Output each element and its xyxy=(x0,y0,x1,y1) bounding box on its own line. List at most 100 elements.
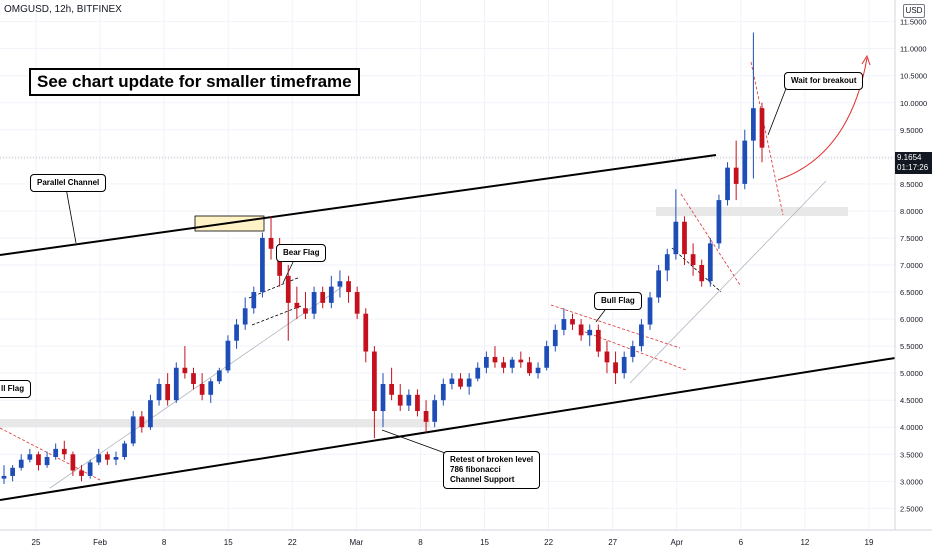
candle-body xyxy=(389,383,394,395)
candle xyxy=(595,324,601,357)
candle xyxy=(294,286,300,320)
candle-body xyxy=(587,329,593,336)
x-tick-label: 6 xyxy=(739,538,744,547)
candle-body xyxy=(673,221,679,255)
candle-body xyxy=(415,394,420,412)
x-tick-label: 19 xyxy=(865,538,874,547)
candle-body xyxy=(113,456,119,460)
candle xyxy=(733,140,739,201)
candle-body xyxy=(647,297,653,325)
candle xyxy=(191,367,196,390)
candle xyxy=(251,286,257,314)
candle xyxy=(690,243,696,276)
candle-body xyxy=(578,324,584,336)
candle-body xyxy=(294,302,300,309)
candle xyxy=(716,194,722,249)
candle xyxy=(354,286,360,320)
candle xyxy=(199,373,205,401)
candle xyxy=(337,270,343,298)
candle-body xyxy=(320,292,326,303)
candle xyxy=(156,378,162,406)
candle-body xyxy=(423,411,429,422)
candle-body xyxy=(156,383,162,401)
bull-flag-left-label: ll Flag xyxy=(1,384,25,393)
candle xyxy=(656,265,662,303)
last-price-tag: 9.1654 01:17:26 xyxy=(895,152,932,174)
candle xyxy=(759,102,765,163)
candle xyxy=(87,459,93,479)
candle xyxy=(527,356,532,376)
candle xyxy=(242,297,248,330)
candle xyxy=(148,394,153,430)
candle xyxy=(647,292,653,330)
currency-badge[interactable]: USD xyxy=(903,4,925,18)
candle-body xyxy=(311,292,317,314)
candle xyxy=(552,324,558,352)
y-tick-label: 3.0000 xyxy=(900,477,923,486)
candle xyxy=(483,351,489,374)
candle xyxy=(742,129,748,190)
parallel-channel-label: Parallel Channel xyxy=(37,178,100,187)
candle-body xyxy=(234,324,239,341)
candle xyxy=(501,356,506,374)
resistance-zone xyxy=(656,207,848,216)
candle xyxy=(18,454,24,471)
wait-breakout-callout: Wait for breakout xyxy=(784,72,864,90)
bull-flag-label: Bull Flag xyxy=(601,296,635,305)
channel-resistance-line xyxy=(0,154,717,256)
candle-body xyxy=(285,275,291,303)
parallel-channel-pointer xyxy=(65,187,77,244)
candle-body xyxy=(27,454,33,460)
candle xyxy=(475,362,481,382)
candle-body xyxy=(656,270,662,298)
last-price-value: 9.1654 xyxy=(897,153,922,162)
candle-body xyxy=(742,140,748,184)
candle xyxy=(260,232,265,298)
x-tick-label: 15 xyxy=(480,538,489,547)
y-tick-label: 3.5000 xyxy=(900,450,923,459)
candle xyxy=(518,351,524,368)
candle-body xyxy=(199,383,205,395)
candle xyxy=(707,237,713,287)
candle xyxy=(561,308,567,336)
candle xyxy=(96,448,102,466)
candle-body xyxy=(182,367,188,374)
candle-body xyxy=(458,378,463,387)
candle-body xyxy=(733,167,739,184)
candle xyxy=(216,367,222,384)
candle xyxy=(751,32,756,179)
candle-body xyxy=(191,373,196,384)
candle-body xyxy=(251,292,257,309)
candle-body xyxy=(70,454,76,471)
candle-body xyxy=(87,462,93,476)
candle xyxy=(311,286,317,320)
candle-body xyxy=(483,356,489,368)
x-tick-label: 8 xyxy=(162,538,167,547)
candle xyxy=(440,378,446,406)
candle-body xyxy=(104,454,110,460)
wedge-line-upper xyxy=(680,193,741,286)
candle-body xyxy=(130,416,136,444)
candle-body xyxy=(475,367,481,379)
candle xyxy=(449,373,455,390)
bear-flag-pointer xyxy=(282,257,296,284)
candle-body xyxy=(759,108,765,148)
candle-body xyxy=(604,351,610,363)
candle-body xyxy=(492,356,498,363)
candle-body xyxy=(561,319,567,330)
candle-body xyxy=(346,281,351,293)
candle-body xyxy=(44,456,50,466)
candle-body xyxy=(277,248,283,276)
candle-body xyxy=(552,329,558,347)
candle xyxy=(130,411,136,447)
bear-flag-label: Bear Flag xyxy=(283,248,320,257)
candle xyxy=(182,346,188,379)
candle xyxy=(61,440,67,460)
retest-line-3: Channel Support xyxy=(450,475,515,484)
candle-body xyxy=(518,359,524,363)
candle-body xyxy=(682,221,687,255)
candle xyxy=(725,162,730,206)
candle-body xyxy=(621,356,627,374)
candle-body xyxy=(595,329,601,352)
